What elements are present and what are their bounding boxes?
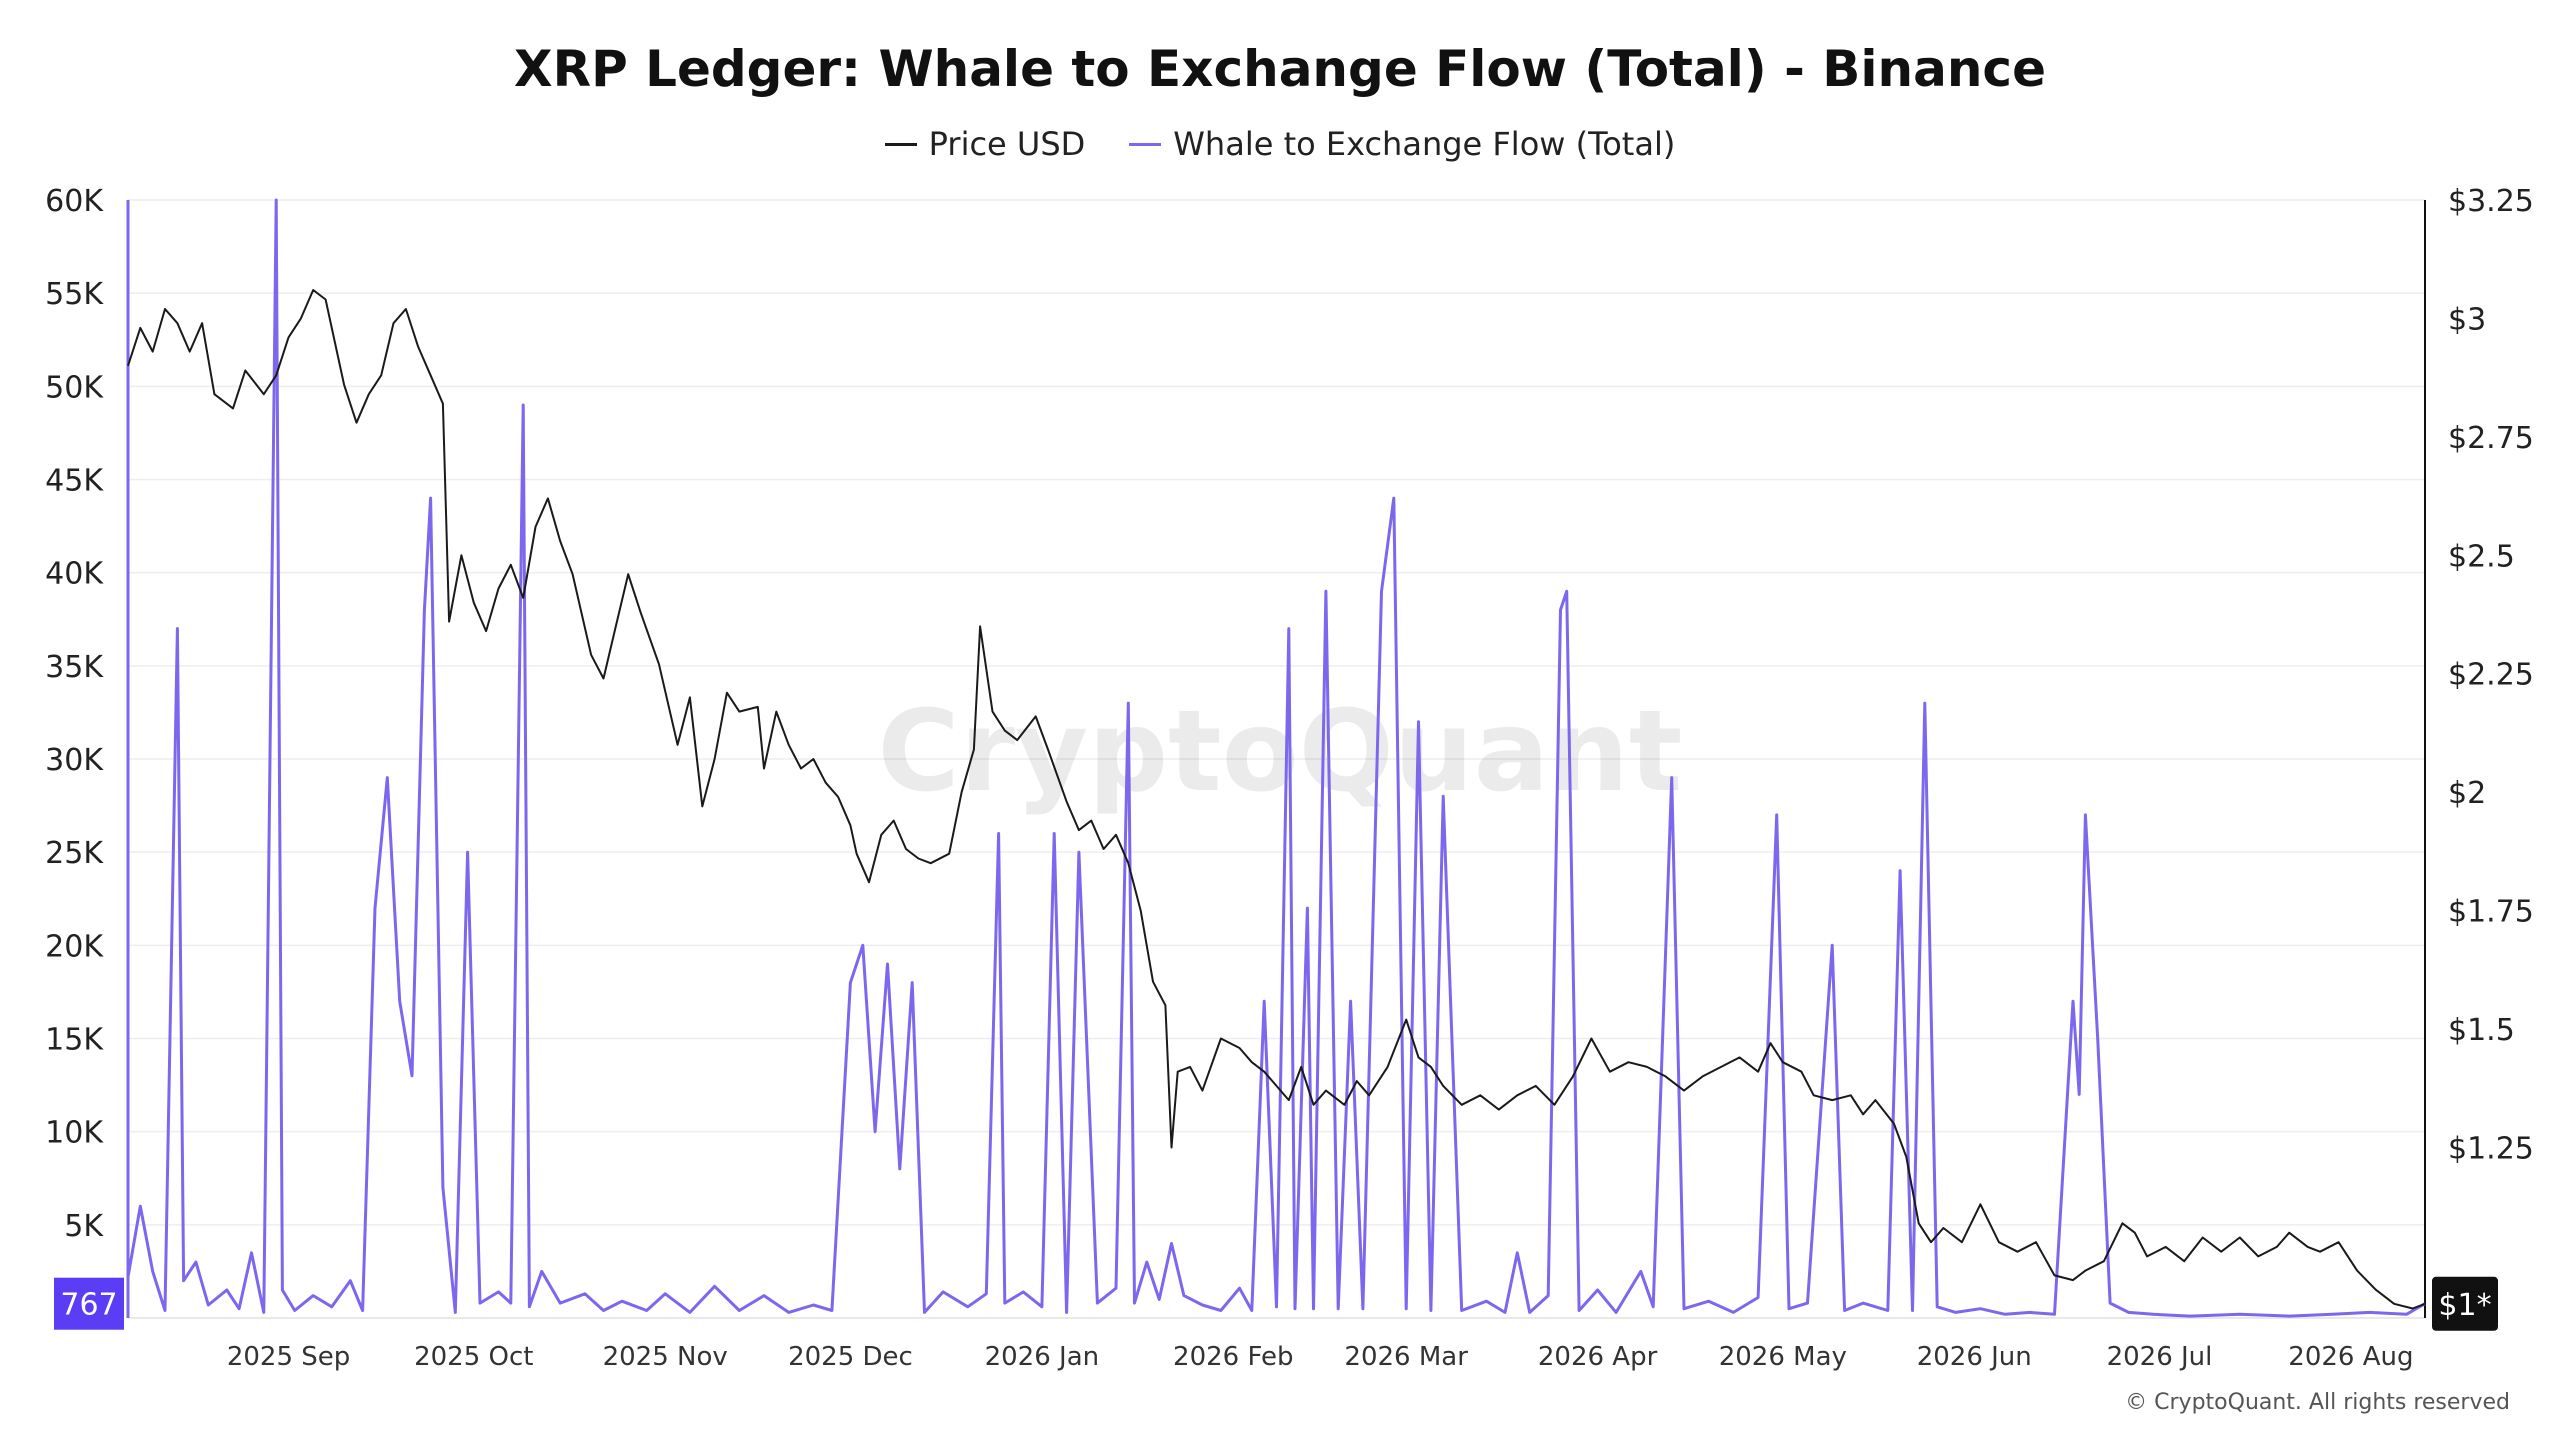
- left-axis-tick-label: 40K: [45, 557, 104, 592]
- current-value-label-right: $1*: [2438, 1288, 2491, 1323]
- left-axis-tick-label: 60K: [45, 184, 104, 219]
- right-axis-tick-label: $1.25: [2448, 1131, 2534, 1166]
- left-axis-tick-label: 5K: [64, 1209, 104, 1244]
- legend-item-price[interactable]: Price USD: [884, 125, 1086, 163]
- copyright-text: © CryptoQuant. All rights reserved: [2125, 1390, 2510, 1415]
- series-line-price: [127, 289, 2426, 1310]
- x-axis-tick-label: 2026 Aug: [2288, 1342, 2413, 1372]
- left-axis-tick-label: 20K: [45, 929, 104, 964]
- right-axis-tick-label: $2.5: [2448, 539, 2515, 574]
- right-axis-tick-label: $2.25: [2448, 658, 2534, 693]
- chart-legend: Price USD Whale to Exchange Flow (Total): [0, 125, 2560, 163]
- current-value-tag-left: [54, 1277, 124, 1330]
- chart-title: XRP Ledger: Whale to Exchange Flow (Tota…: [514, 40, 2046, 98]
- right-axis-tick-label: $3: [2448, 302, 2486, 337]
- x-axis-tick-label: 2026 Jan: [985, 1342, 1100, 1372]
- legend-swatch-flow: [1129, 142, 1162, 146]
- left-axis-tick-label: 30K: [45, 743, 104, 778]
- right-axis-tick-label: $2: [2448, 776, 2486, 811]
- left-axis-tick-label: 10K: [45, 1116, 104, 1151]
- legend-label-price: Price USD: [928, 125, 1086, 163]
- x-axis-tick-label: 2026 Mar: [1344, 1342, 1468, 1372]
- x-axis-tick-label: 2026 May: [1719, 1342, 1847, 1372]
- legend-swatch-price: [884, 142, 917, 146]
- x-axis-tick-label: 2026 Feb: [1173, 1342, 1293, 1372]
- x-axis-tick-label: 2025 Oct: [414, 1342, 533, 1372]
- x-axis-tick-label: 2025 Dec: [788, 1342, 913, 1372]
- right-axis-tick-label: $2.75: [2448, 421, 2534, 456]
- series-line-whale-flow: [126, 198, 2426, 1318]
- right-axis-tick-label: $1.5: [2448, 1013, 2515, 1048]
- x-axis-tick-label: 2025 Sep: [227, 1342, 350, 1372]
- left-axis-tick-label: 25K: [45, 836, 104, 871]
- x-axis-tick-label: 2026 Jul: [2107, 1342, 2213, 1372]
- left-axis-tick-label: 35K: [45, 650, 104, 685]
- current-value-label-left: 767: [60, 1288, 117, 1323]
- x-axis-tick-label: 2026 Jun: [1917, 1342, 2032, 1372]
- left-axis-tick-label: 50K: [45, 370, 104, 405]
- left-axis-tick-label: 15K: [45, 1023, 104, 1058]
- watermark: CryptoQuant: [878, 687, 1683, 817]
- left-axis-tick-label: 45K: [45, 464, 104, 499]
- left-axis-tick-label: 55K: [45, 277, 104, 312]
- right-axis-tick-label: $3.25: [2448, 184, 2534, 219]
- right-axis-tick-label: $1.75: [2448, 895, 2534, 930]
- x-axis-tick-label: 2025 Nov: [603, 1342, 728, 1372]
- current-value-tag-right: [2432, 1276, 2498, 1331]
- x-axis-tick-label: 2026 Apr: [1538, 1342, 1658, 1372]
- legend-item-flow[interactable]: Whale to Exchange Flow (Total): [1129, 125, 1675, 163]
- legend-label-flow: Whale to Exchange Flow (Total): [1173, 125, 1676, 163]
